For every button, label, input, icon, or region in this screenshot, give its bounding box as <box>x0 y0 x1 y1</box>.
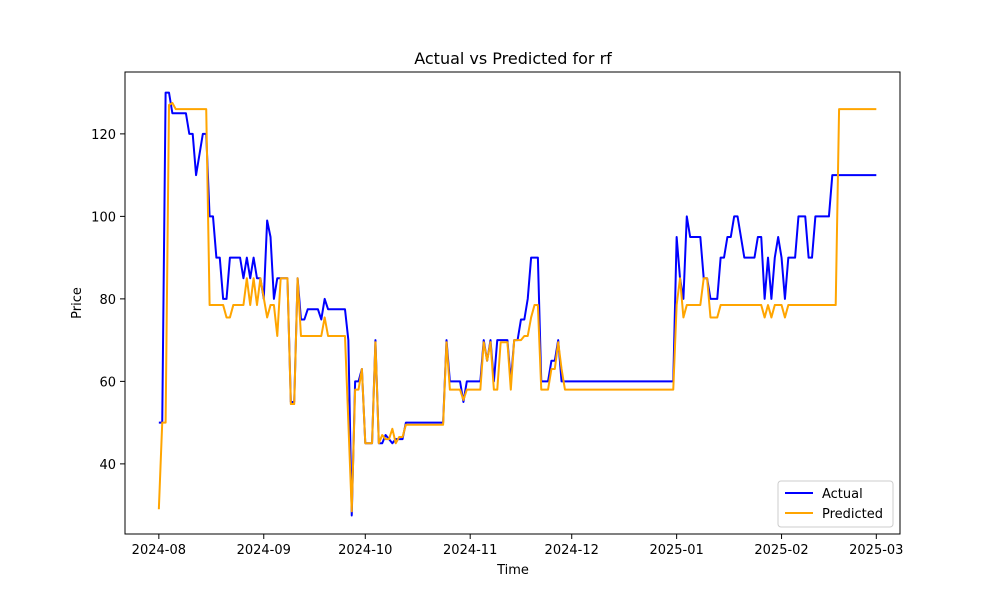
x-tick-label: 2025-03 <box>849 543 903 558</box>
y-tick-label: 60 <box>99 375 116 390</box>
y-tick-label: 40 <box>99 458 116 473</box>
series-line-predicted <box>157 101 877 513</box>
legend-label-actual: Actual <box>822 487 863 502</box>
chart-title: Actual vs Predicted for rf <box>414 49 612 68</box>
x-tick-label: 2024-10 <box>338 543 392 558</box>
x-tick-label: 2025-01 <box>649 543 703 558</box>
series-layer <box>157 91 877 517</box>
x-axis: 2024-08 2024-09 2024-10 2024-11 2024-12 2025-… <box>132 534 903 558</box>
legend-label-predicted: Predicted <box>822 507 883 522</box>
y-tick-label: 80 <box>99 293 116 308</box>
x-tick-label: 2024-11 <box>443 543 497 558</box>
series-line-actual <box>158 91 877 517</box>
y-tick-label: 120 <box>91 128 116 143</box>
x-axis-label: Time <box>496 563 529 578</box>
y-tick-label: 100 <box>91 210 116 225</box>
y-axis-label: Price <box>70 287 85 319</box>
x-tick-label: 2025-02 <box>754 543 808 558</box>
x-tick-label: 2024-09 <box>237 543 291 558</box>
plot-area-frame <box>124 71 901 535</box>
y-axis: 40 60 80 100 120 <box>91 128 125 473</box>
x-tick-label: 2024-08 <box>132 543 186 558</box>
legend: Actual Predicted <box>777 480 894 528</box>
x-tick-label: 2024-12 <box>545 543 599 558</box>
